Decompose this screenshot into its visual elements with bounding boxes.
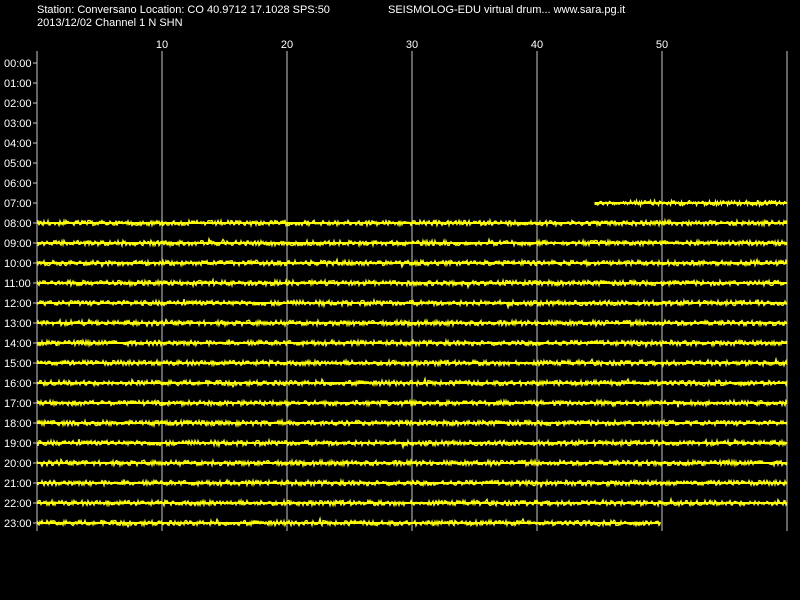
hour-label: 06:00 (4, 178, 32, 190)
minute-tick-label: 20 (281, 39, 293, 51)
hour-label: 16:00 (4, 378, 32, 390)
hour-label: 15:00 (4, 358, 32, 370)
hour-label: 07:00 (4, 198, 32, 210)
hour-label: 12:00 (4, 298, 32, 310)
hour-label: 10:00 (4, 258, 32, 270)
station-info: Station: Conversano Location: CO 40.9712… (37, 4, 330, 16)
hour-label: 23:00 (4, 518, 32, 530)
minute-tick-label: 30 (406, 39, 418, 51)
hour-label: 14:00 (4, 338, 32, 350)
seismic-trace (36, 217, 788, 228)
hour-label: 04:00 (4, 138, 32, 150)
hour-label: 05:00 (4, 158, 32, 170)
seismic-trace (36, 418, 788, 429)
hour-label: 13:00 (4, 318, 32, 330)
hour-label: 20:00 (4, 458, 32, 470)
date-channel-info: 2013/12/02 Channel 1 N SHN (37, 17, 183, 29)
minute-tick-label: 10 (156, 39, 168, 51)
app-title: SEISMOLOG-EDU virtual drum... www.sara.p… (388, 4, 626, 16)
hour-label: 17:00 (4, 398, 32, 410)
hour-label: 00:00 (4, 58, 32, 70)
hour-label: 09:00 (4, 238, 32, 250)
hour-label: 11:00 (4, 278, 31, 290)
minute-tick-label: 50 (656, 39, 668, 51)
hour-label: 19:00 (4, 438, 32, 450)
hour-label: 18:00 (4, 418, 32, 430)
hour-label: 01:00 (4, 78, 32, 90)
hour-label: 08:00 (4, 218, 32, 230)
hour-label: 03:00 (4, 118, 32, 130)
hour-label: 02:00 (4, 98, 32, 110)
hour-label: 22:00 (4, 498, 32, 510)
hour-label: 21:00 (4, 478, 32, 490)
minute-tick-label: 40 (531, 39, 543, 51)
seismic-trace (36, 297, 788, 310)
